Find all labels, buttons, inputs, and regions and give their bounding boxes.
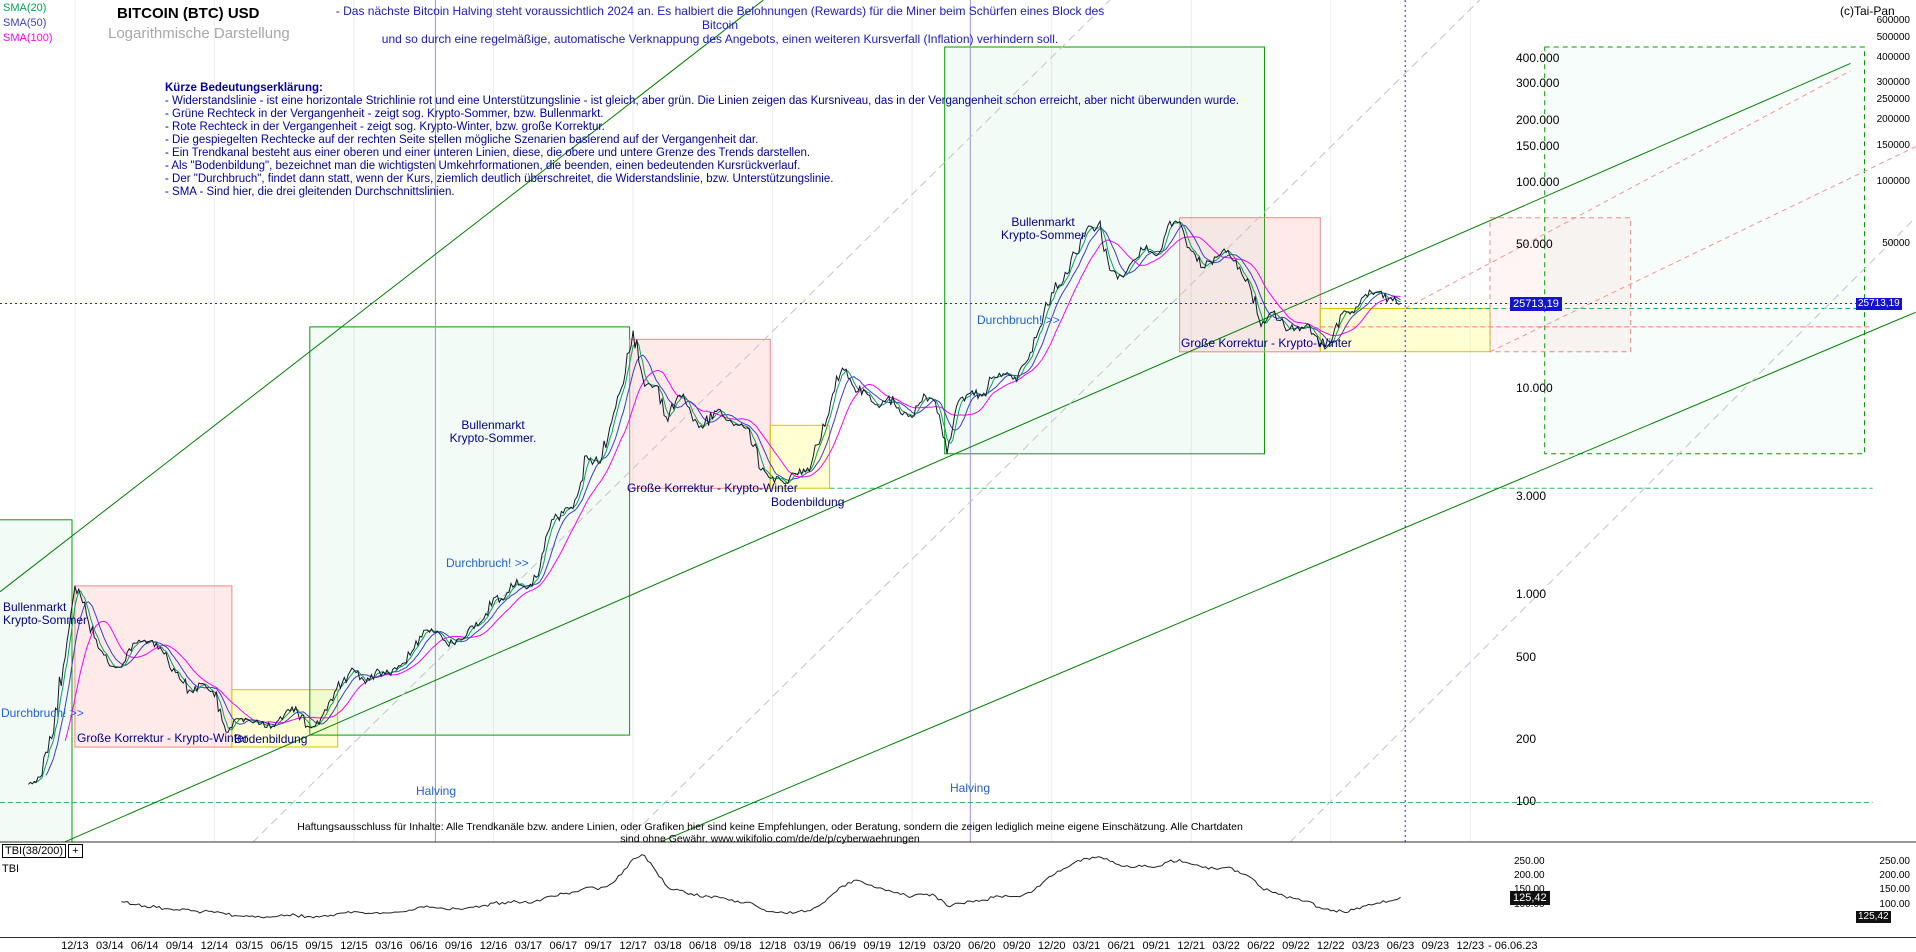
sma100-line [64, 236, 1401, 741]
explanation-line: - SMA - Sind hier, die drei gleitenden D… [165, 186, 455, 198]
price-line [28, 219, 1401, 785]
tbi-expand-button[interactable]: + [68, 844, 83, 858]
corr-rectangle [629, 338, 771, 489]
mirror-trendline [1289, 217, 1916, 843]
bottom-rectangle [769, 424, 831, 489]
explanation-line: - Ein Trendkanal besteht aus einer obere… [165, 147, 811, 159]
mirror-trendline [624, 0, 1480, 843]
halving-note-line2: und so durch eine regelmäßige, automatis… [381, 32, 1059, 46]
explanation-line: - Als "Bodenbildung", bezeichnet man die… [165, 160, 801, 172]
explanation-line: - Widerstandslinie - ist eine horizontal… [165, 95, 1239, 107]
halving-note: - Das nächste Bitcoin Halving steht vora… [330, 4, 1110, 46]
explanation-heading: Kürze Bedeutungserklärung: [165, 82, 323, 94]
scenario-trendline [1404, 70, 1851, 309]
explanation-line: - Der "Durchbruch", findet dann statt, w… [165, 173, 834, 185]
tbi-indicator-label: TBI(38/200) [2, 844, 67, 858]
disclaimer: Haftungsausschluss für Inhalte: Alle Tre… [297, 821, 1243, 845]
page-title: BITCOIN (BTC) USD [117, 5, 260, 22]
explanation-block: Kürze Bedeutungserklärung: - Widerstands… [165, 82, 1239, 199]
bull-rectangle [309, 326, 631, 736]
channel-trendline [64, 62, 1851, 843]
tbi-value-badge: 125,42 [1510, 891, 1550, 905]
scale-subtitle: Logarithmische Darstellung [108, 25, 290, 42]
legend-sma20: SMA(20) [3, 2, 47, 14]
bull-rectangle [0, 519, 73, 843]
scenario-trendline [1489, 146, 1916, 353]
channel-trendline [0, 0, 764, 593]
corr-rectangle [74, 585, 233, 748]
mirror-trendline [252, 0, 1111, 843]
halving-note-line1: - Das nächste Bitcoin Halving steht vora… [335, 4, 1105, 32]
channel-trendline [659, 311, 1916, 843]
explanation-line: - Rote Rechteck in der Vergangenheit - z… [165, 121, 605, 133]
current-price-badge: 25713,19 [1510, 297, 1562, 311]
explanation-line: - Die gespiegelten Rechtecke auf der rec… [165, 134, 759, 146]
sma50-line [45, 224, 1401, 776]
mirrored-bull-rectangle [1544, 46, 1865, 455]
tbi-sub-label: TBI [2, 863, 20, 875]
legend-sma100: SMA(100) [3, 32, 53, 44]
mirrored-corr-rectangle [1489, 217, 1632, 353]
tbi-value-badge-far: 125,42 [1856, 911, 1891, 923]
tbi-legend: TBI(38/200) + [2, 844, 83, 858]
current-price-badge-far: 25713,19 [1856, 298, 1902, 310]
legend-sma50: SMA(50) [3, 17, 47, 29]
tbi-line [121, 854, 1401, 919]
copyright: (c)Tai-Pan [1840, 4, 1895, 18]
explanation-line: - Grüne Rechteck in der Vergangenheit - … [165, 108, 604, 120]
